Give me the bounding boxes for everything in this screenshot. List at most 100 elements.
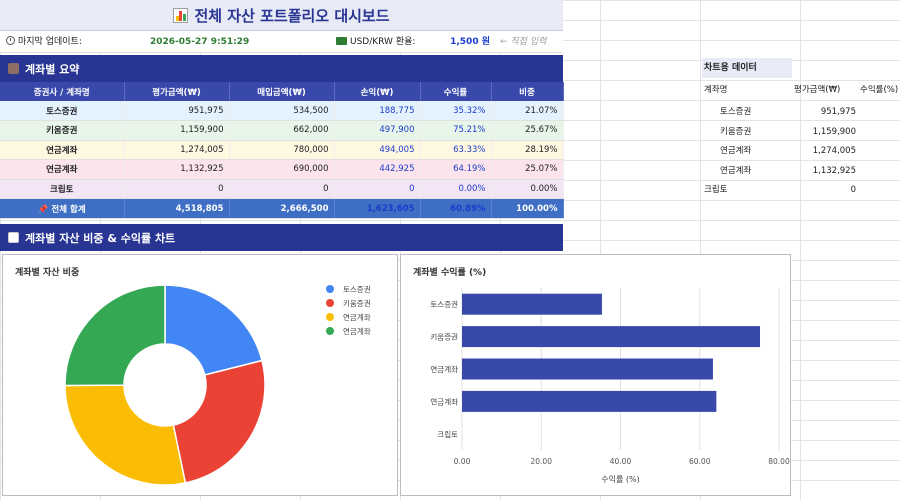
eval-cell[interactable]: 1,132,925 <box>124 159 230 180</box>
legend-swatch <box>326 285 334 293</box>
eval-cell[interactable]: 1,274,005 <box>124 140 230 160</box>
rate-cell[interactable]: 64.19% <box>420 159 492 180</box>
side-row-name[interactable]: 연금계좌 <box>720 146 752 156</box>
eval-cell[interactable]: 0 <box>124 179 230 199</box>
table-row: 토스증권 951,975 534,500 188,775 35.32% 21.07% <box>0 101 564 121</box>
legend-label: 토스증권 <box>343 285 371 294</box>
last-update-value[interactable]: 2026-05-27 9:51:29 <box>150 37 250 47</box>
fx-input[interactable]: 1,500 원 <box>450 37 490 47</box>
side-row-eval[interactable]: 1,274,005 <box>812 146 856 156</box>
side-col-rate: 수익률(%) <box>860 85 899 95</box>
legend-swatch <box>326 327 334 335</box>
buy-cell[interactable]: 690,000 <box>229 159 335 180</box>
col-header-name: 증권사 / 계좌명 <box>0 82 125 101</box>
table-row: 연금계좌 1,132,925 690,000 442,925 64.19% 25.07% <box>0 159 564 180</box>
side-row-name[interactable]: 토스증권 <box>720 107 752 117</box>
bar-chart: 0.00 20.00 40.00 60.00 80.00토스증권키움증권연금계좌연금계좌… <box>430 288 790 484</box>
account-name-cell[interactable]: 토스증권 <box>0 101 125 121</box>
rate-cell[interactable]: 35.32% <box>420 101 492 121</box>
side-row-eval[interactable]: 1,132,925 <box>812 165 856 176</box>
buy-cell[interactable]: 534,500 <box>229 101 335 121</box>
pnl-cell[interactable]: 0 <box>334 179 421 199</box>
side-row-eval[interactable]: 1,159,900 <box>812 126 856 137</box>
legend-swatch <box>326 313 334 321</box>
total-row: 📌 전체 합계 4,518,805 2,666,500 1,623,605 60… <box>0 198 564 219</box>
side-row-name[interactable]: 연금계좌 <box>720 165 752 176</box>
table-row: 키움증권 1,159,900 662,000 497,900 75.21% 25.67% <box>0 120 564 141</box>
bar-chart-title: 계좌별 수익률 (%) <box>413 268 487 278</box>
buy-cell[interactable]: 780,000 <box>229 140 335 160</box>
account-name-cell[interactable]: 키움증권 <box>0 120 125 141</box>
buy-cell[interactable]: 0 <box>229 179 335 199</box>
weight-cell[interactable]: 0.00% <box>491 179 564 199</box>
total-name: 전체 합계 <box>51 204 86 215</box>
total-pnl[interactable]: 1,623,605 <box>334 198 421 219</box>
pie-slice[interactable] <box>164 284 263 376</box>
x-tick-label: 0.00 <box>454 457 471 466</box>
y-tick-label: 연금계좌 <box>430 364 458 374</box>
update-row: 마지막 업데이트: 2026-05-27 9:51:29 USD/KRW 환율:… <box>0 31 563 53</box>
col-header-pnl: 손익(₩) <box>334 82 421 101</box>
table-header-row: 증권사 / 계좌명 평가금액(₩) 매입금액(₩) 손익(₩) 수익률 비중 <box>0 82 564 101</box>
rate-cell[interactable]: 75.21% <box>420 120 492 141</box>
total-buy[interactable]: 2,666,500 <box>229 198 335 219</box>
side-row-name[interactable]: 크립토 <box>704 185 728 195</box>
x-tick-label: 60.00 <box>689 457 711 466</box>
y-tick-label: 크립토 <box>437 430 458 439</box>
side-row-name[interactable]: 키움증권 <box>720 126 752 137</box>
charts-section-title: 계좌별 자산 비중 & 수익률 차트 <box>25 231 176 245</box>
pnl-cell[interactable]: 494,005 <box>334 140 421 160</box>
total-eval[interactable]: 4,518,805 <box>124 198 230 219</box>
page-title: 전체 자산 포트폴리오 대시보드 <box>194 6 390 25</box>
col-header-rate: 수익률 <box>420 82 492 101</box>
weight-cell[interactable]: 25.07% <box>491 159 564 180</box>
legend-label: 연금계좌 <box>343 326 371 336</box>
pin-icon: 📌 <box>37 204 49 215</box>
table-row: 연금계좌 1,274,005 780,000 494,005 63.33% 28.19% <box>0 140 564 160</box>
summary-section-header: 계좌별 요약 <box>0 55 563 82</box>
table-row: 크립토 0 0 0 0.00% 0.00% <box>0 179 564 199</box>
fx-label-cell: USD/KRW 환율: <box>336 31 415 53</box>
summary-section-title: 계좌별 요약 <box>25 62 80 76</box>
col-header-buy: 매입금액(₩) <box>229 82 335 101</box>
weight-cell[interactable]: 28.19% <box>491 140 564 160</box>
account-name-cell[interactable]: 연금계좌 <box>0 140 125 160</box>
total-name-cell[interactable]: 📌 전체 합계 <box>0 198 125 219</box>
bar[interactable] <box>462 326 761 348</box>
pnl-cell[interactable]: 188,775 <box>334 101 421 121</box>
bar[interactable] <box>462 358 713 380</box>
y-tick-label: 연금계좌 <box>430 396 458 406</box>
pie-slice[interactable] <box>172 359 266 484</box>
account-name-cell[interactable]: 크립토 <box>0 179 125 199</box>
side-col-name: 계좌명 <box>704 85 728 95</box>
donut-chart-panel[interactable]: 계좌별 자산 비중 토스증권 키움증권 연금계좌 연금계좌 <box>2 254 398 496</box>
x-axis-label: 수익률 (%) <box>601 474 639 484</box>
pnl-cell[interactable]: 497,900 <box>334 120 421 141</box>
bar[interactable] <box>462 390 717 412</box>
bar[interactable] <box>462 293 602 315</box>
weight-cell[interactable]: 25.67% <box>491 120 564 141</box>
total-rate[interactable]: 60.89% <box>420 198 492 219</box>
briefcase-icon <box>8 63 19 74</box>
y-tick-label: 키움증권 <box>430 333 458 342</box>
total-weight[interactable]: 100.00% <box>491 198 564 219</box>
eval-cell[interactable]: 951,975 <box>124 101 230 121</box>
side-row-eval[interactable]: 0 <box>850 185 856 195</box>
pie-slice[interactable] <box>64 384 187 486</box>
col-header-eval: 평가금액(₩) <box>124 82 230 101</box>
account-name-cell[interactable]: 연금계좌 <box>0 159 125 180</box>
pnl-cell[interactable]: 442,925 <box>334 159 421 180</box>
rate-cell[interactable]: 63.33% <box>420 140 492 160</box>
side-row-eval[interactable]: 951,975 <box>820 107 856 117</box>
pie-slice[interactable] <box>64 284 166 387</box>
rate-cell[interactable]: 0.00% <box>420 179 492 199</box>
col-header-weight: 비중 <box>491 82 564 101</box>
charts-section-header: 계좌별 자산 비중 & 수익률 차트 <box>0 224 563 251</box>
x-tick-label: 80.00 <box>768 457 790 466</box>
bar-chart-panel[interactable]: 계좌별 수익률 (%) 0.00 20.00 40.00 60.00 80.00 토스증권… <box>400 254 791 496</box>
buy-cell[interactable]: 662,000 <box>229 120 335 141</box>
weight-cell[interactable]: 21.07% <box>491 101 564 121</box>
eval-cell[interactable]: 1,159,900 <box>124 120 230 141</box>
summary-table: 증권사 / 계좌명 평가금액(₩) 매입금액(₩) 손익(₩) 수익률 비중 토… <box>0 82 564 219</box>
